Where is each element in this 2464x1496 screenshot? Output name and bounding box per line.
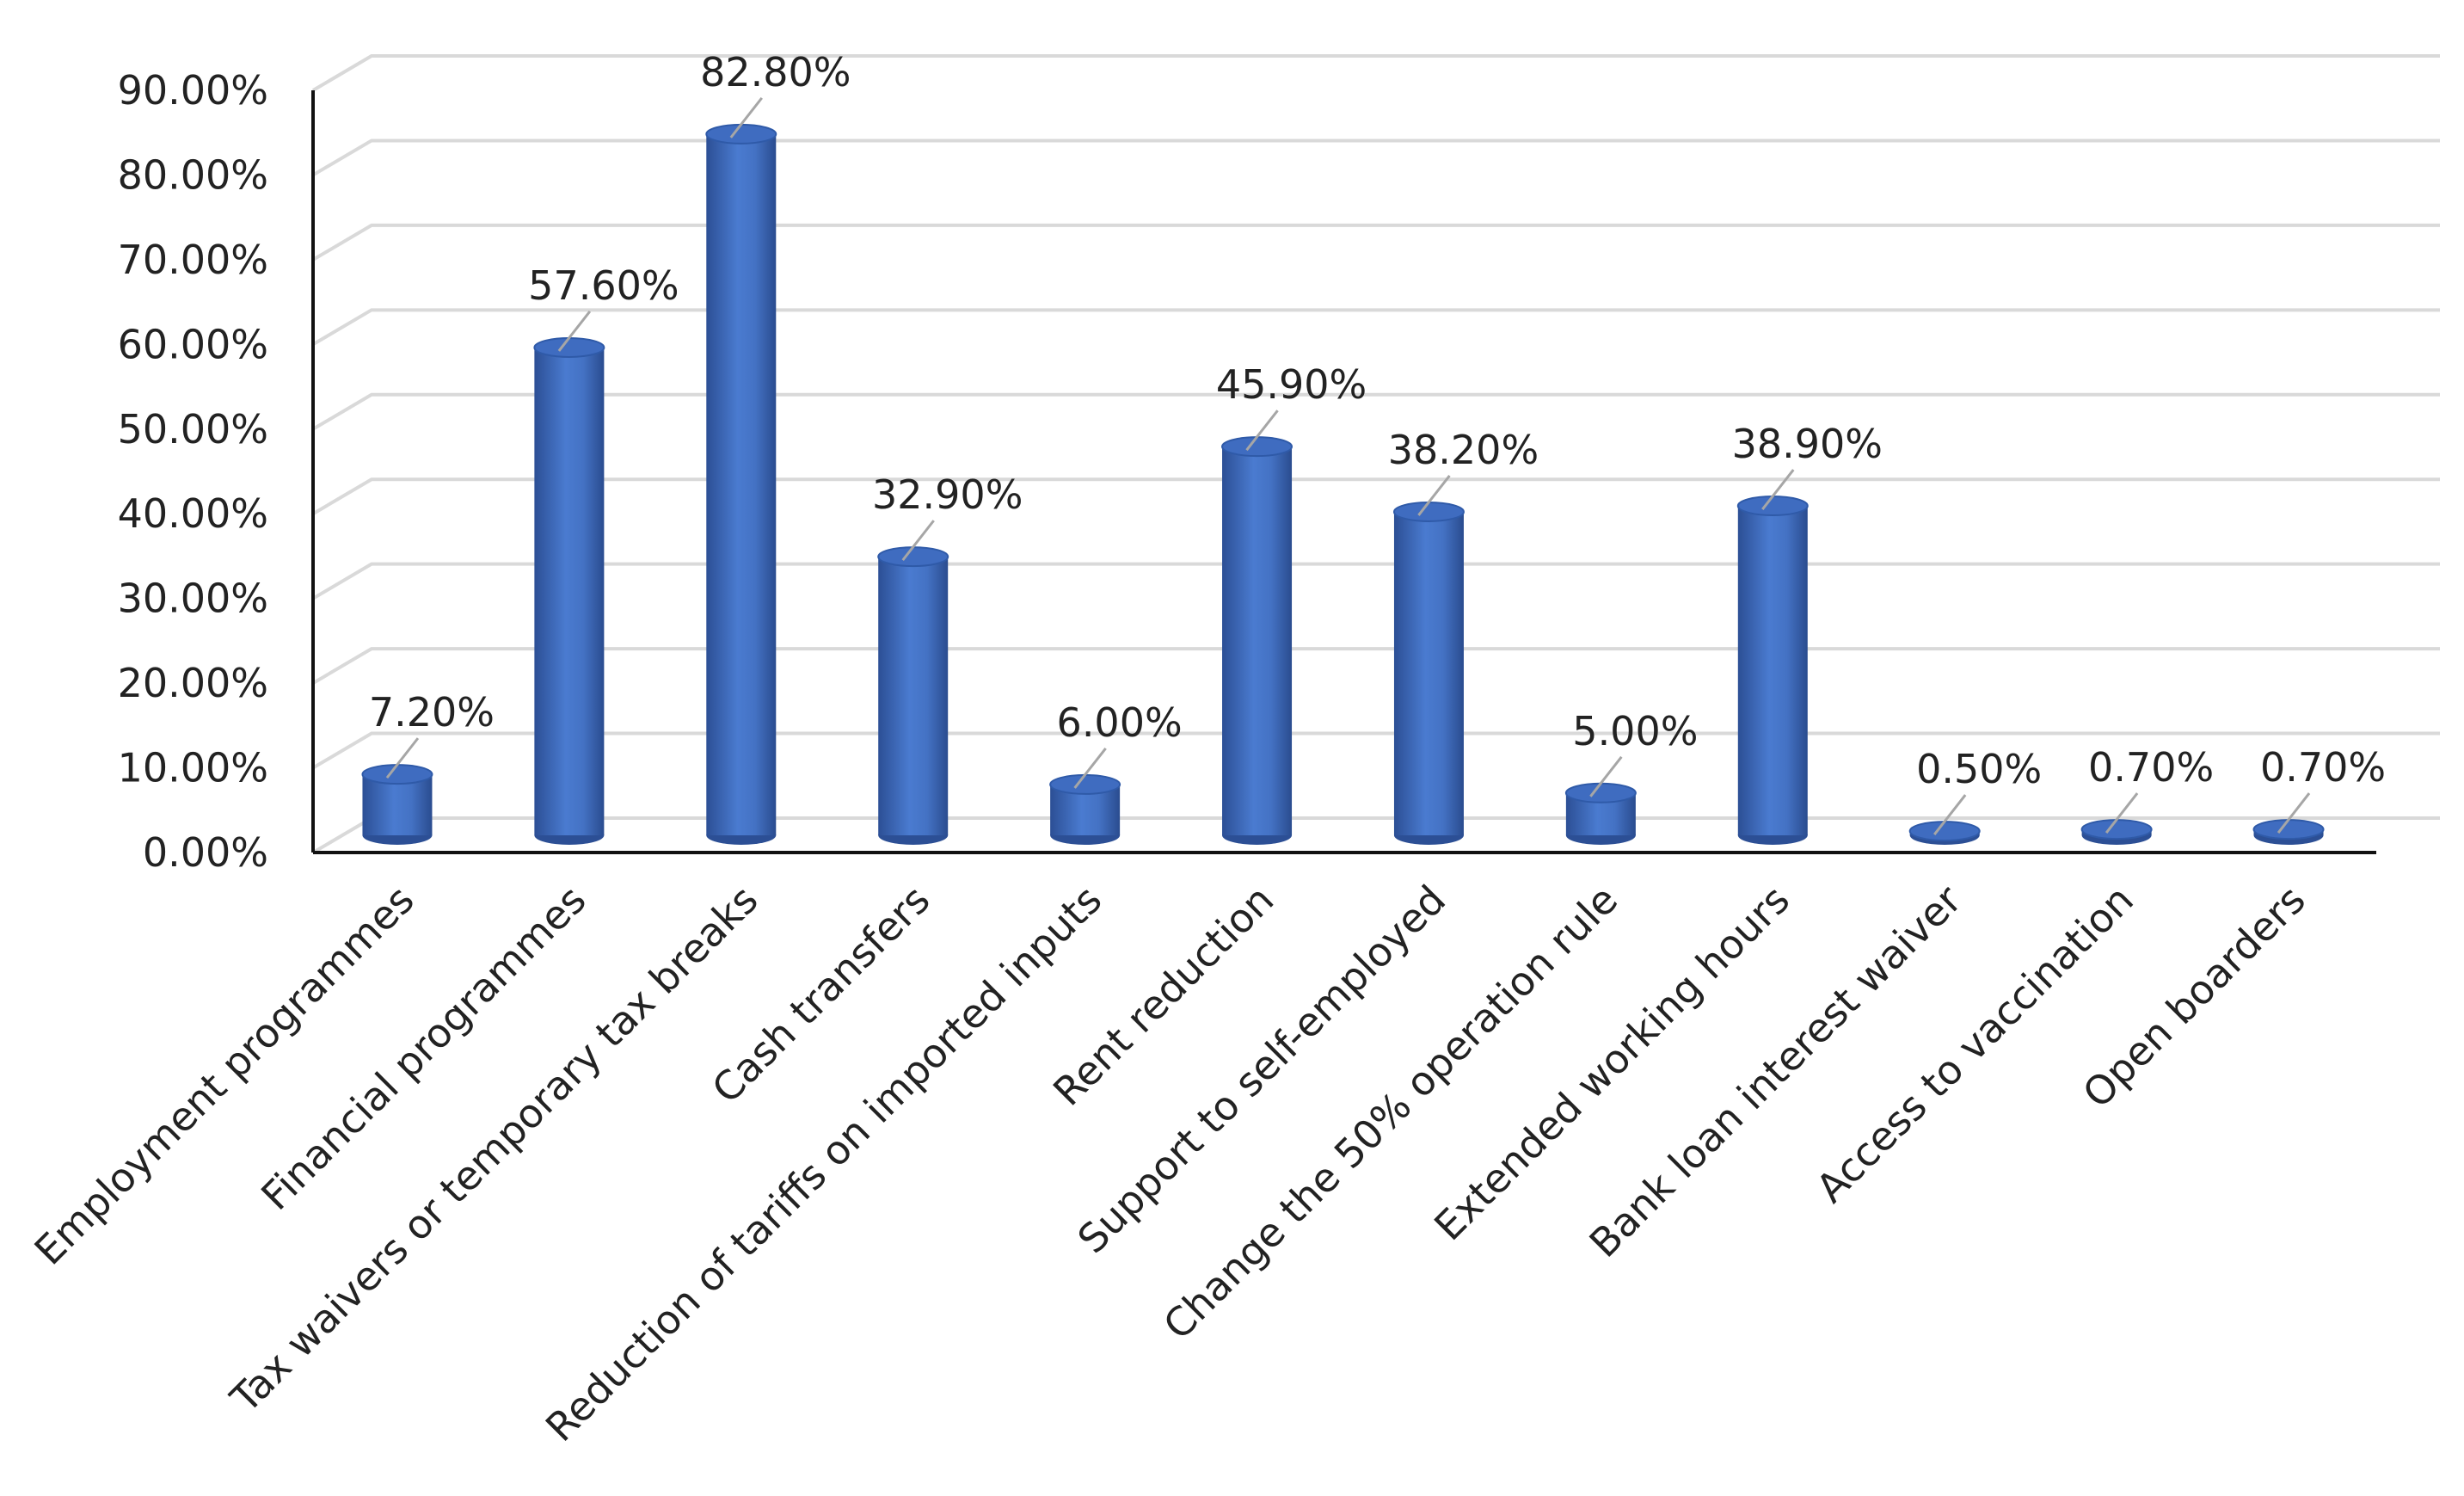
- bar-top: [1221, 436, 1293, 458]
- bar: 5.00%: [1564, 708, 1698, 845]
- leader-line: [1417, 475, 1451, 516]
- leader-line: [557, 311, 592, 352]
- leader-line: [901, 520, 935, 562]
- gridline: [311, 562, 2440, 600]
- gridline: [311, 223, 2440, 262]
- bar-body: [1737, 506, 1808, 835]
- bar-top: [1564, 782, 1637, 803]
- gridline: [311, 392, 2440, 431]
- gridline: [311, 54, 2440, 92]
- leader-line: [1933, 794, 1967, 836]
- bar-top: [877, 546, 949, 568]
- bar-top: [1908, 821, 1981, 842]
- leader-line: [2105, 792, 2139, 834]
- data-label: 0.70%: [2088, 744, 2214, 791]
- y-tick-label: 10.00%: [118, 745, 268, 791]
- bar: 0.70%: [2080, 744, 2214, 845]
- bar: 0.70%: [2252, 744, 2386, 845]
- leader-line: [1589, 755, 1623, 797]
- leader-line: [729, 96, 763, 139]
- bar: 38.20%: [1388, 427, 1539, 845]
- bar-body: [1393, 511, 1464, 835]
- y-tick-label: 40.00%: [118, 490, 268, 537]
- bar-top: [361, 764, 433, 785]
- leader-line: [385, 737, 420, 779]
- y-tick-label: 20.00%: [118, 660, 268, 706]
- data-label: 5.00%: [1572, 708, 1698, 754]
- data-label: 38.90%: [1732, 421, 1883, 467]
- bar-top: [705, 123, 777, 145]
- x-tick-label: Access to vaccination: [1807, 877, 2142, 1212]
- gridlines: [311, 54, 2440, 854]
- bars: 7.20% 57.60% 82.80% 32.90% 6.00% 45.90% 38.20%…: [361, 49, 2386, 845]
- x-tick-label: Bank loan interest waiver: [1581, 877, 1970, 1266]
- gridline: [311, 308, 2440, 347]
- leader-line: [1245, 409, 1279, 452]
- data-label: 7.20%: [369, 689, 495, 736]
- bar: 7.20%: [361, 689, 495, 845]
- x-tick-label: Support to self-employed: [1069, 877, 1455, 1263]
- gridline: [311, 477, 2440, 515]
- data-label: 32.90%: [872, 471, 1023, 518]
- bar-body: [878, 557, 949, 835]
- bar-body: [706, 133, 777, 835]
- data-label: 82.80%: [700, 49, 851, 95]
- axes: [311, 90, 2376, 854]
- bar-top: [1736, 496, 1809, 517]
- data-label: 0.50%: [1916, 746, 2042, 792]
- y-tick-label: 80.00%: [118, 151, 268, 198]
- bar: 45.90%: [1216, 361, 1367, 845]
- bar: 0.50%: [1908, 746, 2042, 845]
- gridline: [311, 647, 2440, 685]
- leader-line: [2277, 792, 2311, 834]
- bar-body: [534, 347, 605, 836]
- y-axis-ticks: 0.00% 10.00% 20.00% 30.00% 40.00% 50.00% 60.00…: [118, 67, 268, 876]
- data-label: 6.00%: [1057, 699, 1183, 746]
- data-label: 57.60%: [528, 262, 679, 309]
- bar: 6.00%: [1049, 699, 1183, 845]
- x-tick-label: Financial programmes: [252, 877, 594, 1219]
- y-tick-label: 50.00%: [118, 406, 268, 452]
- data-label: 45.90%: [1216, 361, 1367, 408]
- bar-top: [533, 336, 605, 358]
- gridline: [311, 139, 2440, 177]
- bar-top: [1049, 773, 1121, 795]
- bar: 57.60%: [528, 262, 679, 845]
- data-label: 38.20%: [1388, 427, 1539, 473]
- bar-top: [2080, 819, 2153, 840]
- y-tick-label: 0.00%: [143, 829, 268, 876]
- bar-body: [1222, 446, 1293, 835]
- y-tick-label: 60.00%: [118, 321, 268, 367]
- y-tick-label: 90.00%: [118, 67, 268, 114]
- bar: 32.90%: [872, 471, 1023, 845]
- leader-line: [1761, 469, 1795, 510]
- bar: 38.90%: [1732, 421, 1883, 845]
- data-label: 0.70%: [2260, 744, 2386, 791]
- x-tick-label: Extended working hours: [1425, 877, 1798, 1250]
- y-tick-label: 70.00%: [118, 237, 268, 283]
- leader-line: [1073, 748, 1107, 789]
- y-tick-label: 30.00%: [118, 576, 268, 622]
- bar-top: [1392, 501, 1465, 522]
- bar-top: [2252, 819, 2325, 840]
- bar: 82.80%: [700, 49, 851, 845]
